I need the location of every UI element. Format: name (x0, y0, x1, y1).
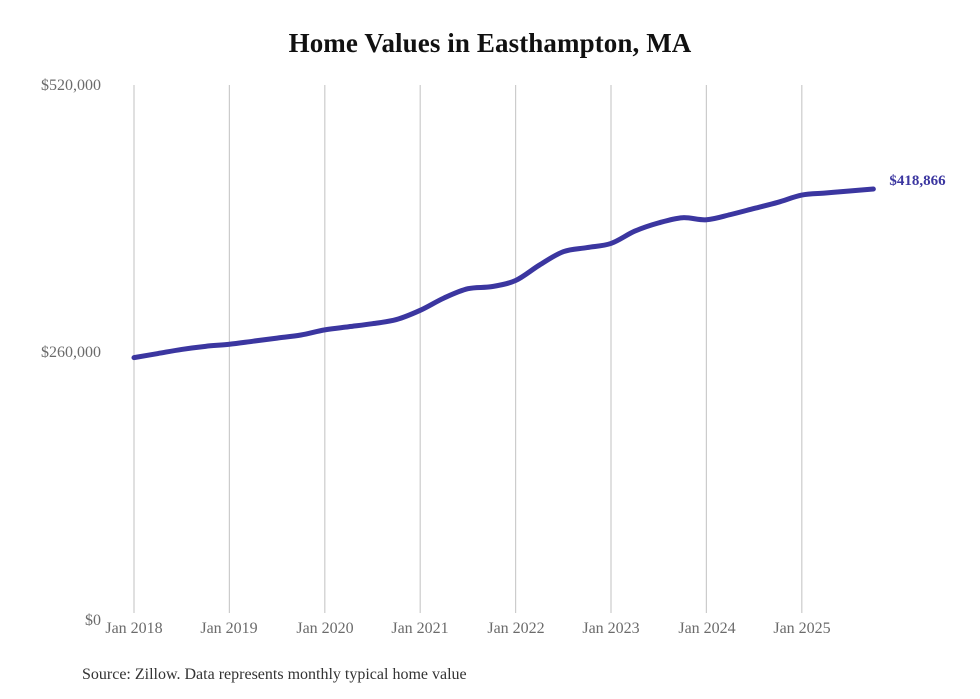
y-axis-tick-label-0: $0 (85, 612, 101, 629)
source-footnote: Source: Zillow. Data represents monthly … (82, 666, 467, 683)
chart-title: Home Values in Easthampton, MA (288, 28, 692, 58)
x-axis-tick-label-jan-2018: Jan 2018 (105, 620, 163, 637)
x-axis-tick-label-jan-2024: Jan 2024 (678, 620, 736, 637)
series-line-typical-home-value (131, 186, 876, 361)
x-axis-tick-label-jan-2025: Jan 2025 (773, 620, 831, 637)
y-axis-tick-label-520000: $520,000 (41, 77, 101, 94)
y-axis-tick-label-260000: $260,000 (41, 344, 101, 361)
vertical-gridlines (133, 85, 803, 613)
x-axis-tick-label-jan-2019: Jan 2019 (200, 620, 258, 637)
x-axis-tick-label-jan-2022: Jan 2022 (487, 620, 545, 637)
x-axis-tick-label-jan-2021: Jan 2021 (391, 620, 449, 637)
x-axis-tick-label-jan-2020: Jan 2020 (296, 620, 354, 637)
x-axis-tick-label-jan-2023: Jan 2023 (582, 620, 640, 637)
end-value-annotation: $418,866 (889, 173, 946, 190)
